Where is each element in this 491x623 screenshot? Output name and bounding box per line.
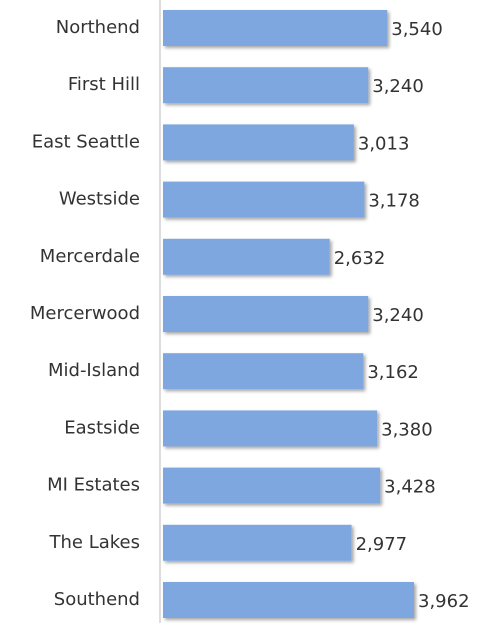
bar xyxy=(163,296,369,332)
category-label: Mercerdale xyxy=(40,246,140,267)
value-label: 3,380 xyxy=(381,419,433,440)
value-label: 3,428 xyxy=(384,477,436,498)
value-label: 2,632 xyxy=(334,248,386,269)
value-label: 3,540 xyxy=(391,19,443,40)
bar xyxy=(163,67,369,104)
category-label: Mercerwood xyxy=(30,303,140,324)
category-label: Northend xyxy=(56,17,140,38)
value-label: 3,162 xyxy=(367,362,419,383)
value-label: 3,178 xyxy=(368,191,420,212)
category-label: The Lakes xyxy=(49,532,141,553)
category-label: Westside xyxy=(59,189,140,210)
bar xyxy=(163,582,414,618)
bar xyxy=(163,467,381,504)
bar xyxy=(163,238,330,275)
value-label: 2,977 xyxy=(356,534,408,555)
bar xyxy=(163,124,354,161)
value-label: 3,240 xyxy=(372,305,424,326)
bar xyxy=(163,10,388,46)
value-label: 3,962 xyxy=(418,591,470,612)
bar xyxy=(163,181,365,218)
category-label: First Hill xyxy=(68,74,140,95)
category-label: East Seattle xyxy=(32,131,140,152)
bar xyxy=(163,524,352,561)
category-label: Southend xyxy=(54,589,140,610)
bar xyxy=(163,353,364,390)
category-label: MI Estates xyxy=(47,475,140,496)
category-label: Mid-Island xyxy=(48,360,140,381)
value-label: 3,240 xyxy=(372,76,424,97)
value-label: 3,013 xyxy=(358,133,410,154)
bar xyxy=(163,410,378,447)
category-label: Eastside xyxy=(64,417,140,438)
